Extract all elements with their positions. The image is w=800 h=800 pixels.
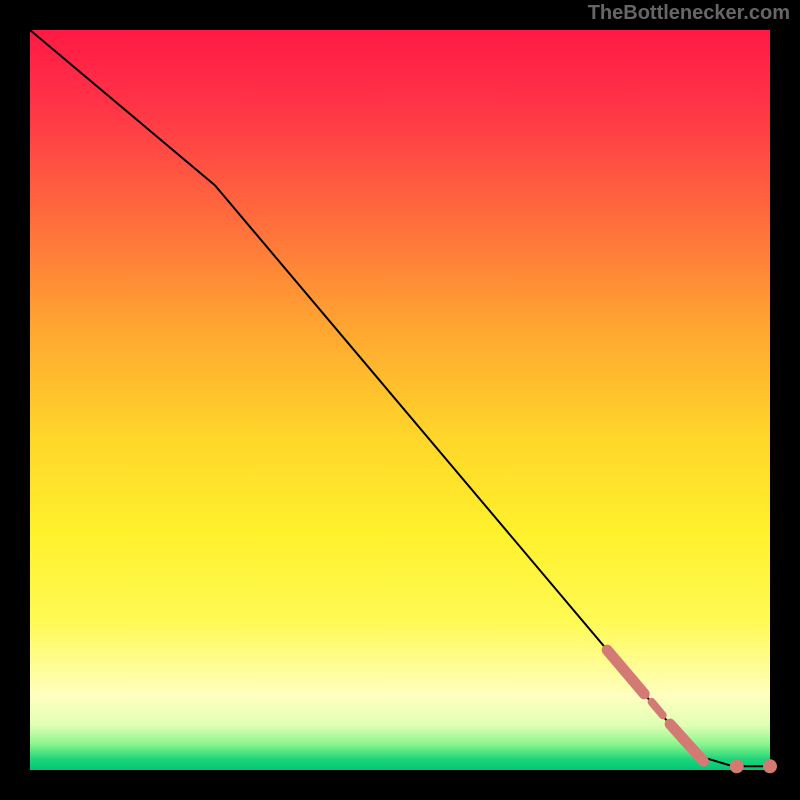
chart-root: TheBottlenecker.com (0, 0, 800, 800)
marker-point (730, 759, 744, 773)
chart-svg (0, 0, 800, 800)
watermark-text: TheBottlenecker.com (588, 2, 790, 25)
plot-background (30, 30, 770, 770)
marker-point (763, 759, 777, 773)
